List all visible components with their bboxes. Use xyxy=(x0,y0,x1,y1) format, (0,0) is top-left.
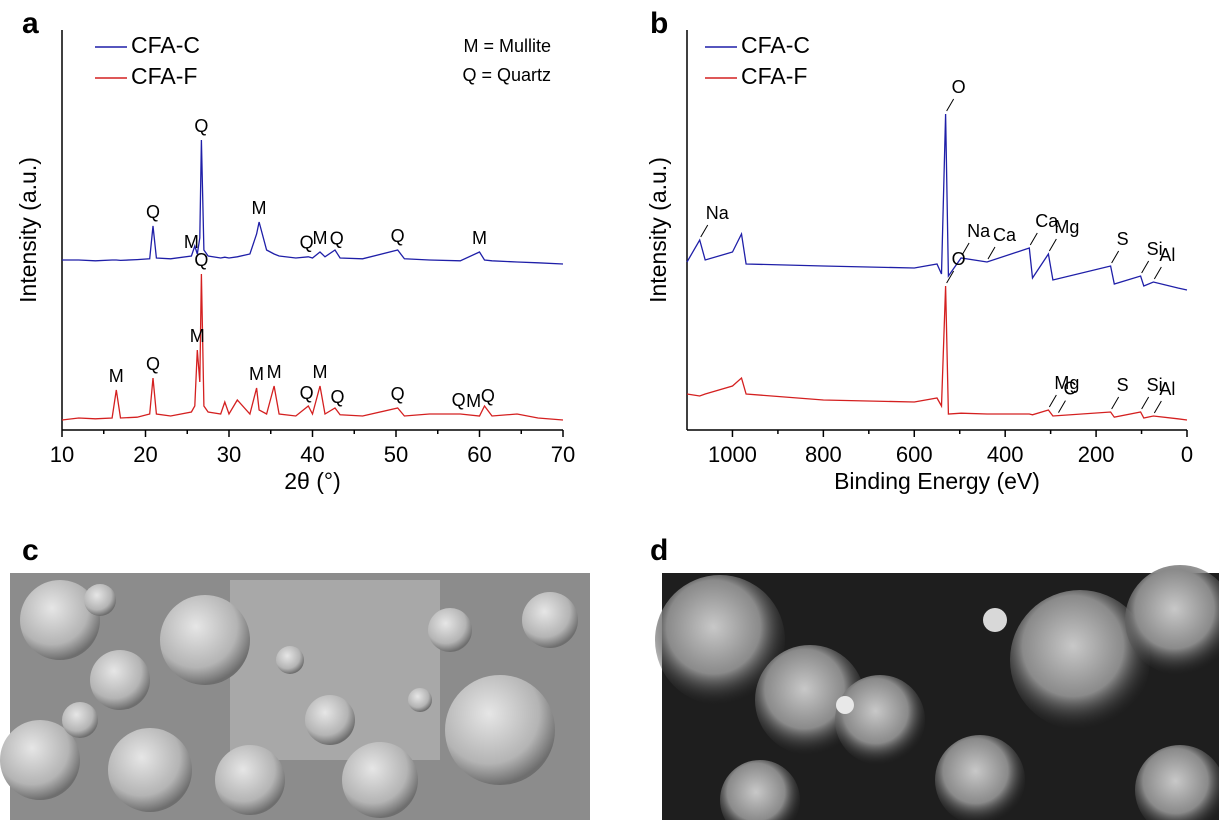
peak-label: Q xyxy=(452,390,466,410)
series-line xyxy=(686,285,1188,421)
legend-label: CFA-F xyxy=(131,63,197,89)
panel-label: c xyxy=(22,534,39,567)
x-tick-label: 800 xyxy=(805,442,842,467)
peak-label: Al xyxy=(1159,245,1175,265)
leader-line xyxy=(1141,260,1150,274)
leader-line xyxy=(1141,396,1150,410)
leader-line xyxy=(946,270,955,284)
x-tick-label: 60 xyxy=(467,442,491,467)
peak-label: M xyxy=(252,198,267,218)
peak-label: Q xyxy=(481,386,495,406)
peak-label: Q xyxy=(194,250,208,270)
peak-label: Q xyxy=(194,116,208,136)
leader-line xyxy=(1153,266,1162,280)
peak-label: M xyxy=(184,232,199,252)
leader-line xyxy=(1111,250,1120,264)
x-tick-label: 600 xyxy=(896,442,933,467)
peak-label: Ca xyxy=(993,225,1017,245)
y-axis-title: Intensity (a.u.) xyxy=(15,157,41,303)
peak-label: M xyxy=(109,366,124,386)
leader-line xyxy=(961,242,970,256)
y-axis-title: Intensity (a.u.) xyxy=(645,157,671,303)
x-tick-label: 400 xyxy=(987,442,1024,467)
peak-label: S xyxy=(1117,229,1129,249)
leader-line xyxy=(1048,394,1057,408)
legend-label: CFA-C xyxy=(131,32,200,58)
panel-label: d xyxy=(650,534,668,567)
leader-line xyxy=(1111,396,1120,410)
leader-line xyxy=(1029,232,1038,246)
peak-label: C xyxy=(1063,378,1076,398)
peak-label: Q xyxy=(391,384,405,404)
peak-label: Q xyxy=(391,226,405,246)
peak-label: Al xyxy=(1159,379,1175,399)
peak-label: O xyxy=(952,77,966,97)
x-tick-label: 40 xyxy=(300,442,324,467)
leader-line xyxy=(987,246,996,260)
x-axis-title: 2θ (°) xyxy=(284,468,341,494)
peak-label: S xyxy=(1117,375,1129,395)
peak-label: O xyxy=(952,249,966,269)
peak-label: Na xyxy=(706,203,730,223)
peak-label: Q xyxy=(300,383,314,403)
peak-label: Ca xyxy=(1035,211,1059,231)
leader-line xyxy=(1058,400,1066,413)
peak-label: M xyxy=(267,362,282,382)
peak-label: M xyxy=(249,364,264,384)
leader-line xyxy=(1048,238,1057,252)
peak-label: Mg xyxy=(1054,373,1079,393)
peak-label: Mg xyxy=(1054,217,1079,237)
x-tick-label: 10 xyxy=(50,442,74,467)
series-line xyxy=(686,113,1188,291)
sem-image-c xyxy=(0,573,590,820)
peak-label: Q xyxy=(146,354,160,374)
x-tick-label: 0 xyxy=(1181,442,1193,467)
x-tick-label: 70 xyxy=(551,442,575,467)
series-line xyxy=(62,139,564,265)
peak-label: Q xyxy=(330,228,344,248)
x-axis-title: Binding Energy (eV) xyxy=(834,468,1040,494)
peak-label: Q xyxy=(331,387,345,407)
leader-line xyxy=(700,224,709,238)
peak-label: Si xyxy=(1147,375,1163,395)
panel-label: b xyxy=(650,7,668,40)
legend-label: CFA-C xyxy=(741,32,810,58)
legend-label: CFA-F xyxy=(741,63,807,89)
peak-label: Q xyxy=(300,233,314,253)
peak-label: M xyxy=(313,362,328,382)
note: M = Mullite xyxy=(463,36,551,56)
series-line xyxy=(61,273,564,421)
peak-label: M xyxy=(190,326,205,346)
peak-label: Si xyxy=(1147,239,1163,259)
peak-label: Na xyxy=(967,221,991,241)
x-tick-label: 1000 xyxy=(708,442,757,467)
x-tick-label: 200 xyxy=(1078,442,1115,467)
peak-label: M xyxy=(313,228,328,248)
note: Q = Quartz xyxy=(462,65,551,85)
panel-label: a xyxy=(22,7,39,40)
peak-label: Q xyxy=(146,202,160,222)
sem-image-d xyxy=(655,565,1219,820)
peak-label: M xyxy=(472,228,487,248)
x-tick-label: 30 xyxy=(217,442,241,467)
leader-line xyxy=(1153,400,1162,414)
leader-line xyxy=(946,98,955,112)
x-tick-label: 50 xyxy=(384,442,408,467)
peak-label: M xyxy=(466,391,481,411)
x-tick-label: 20 xyxy=(133,442,157,467)
